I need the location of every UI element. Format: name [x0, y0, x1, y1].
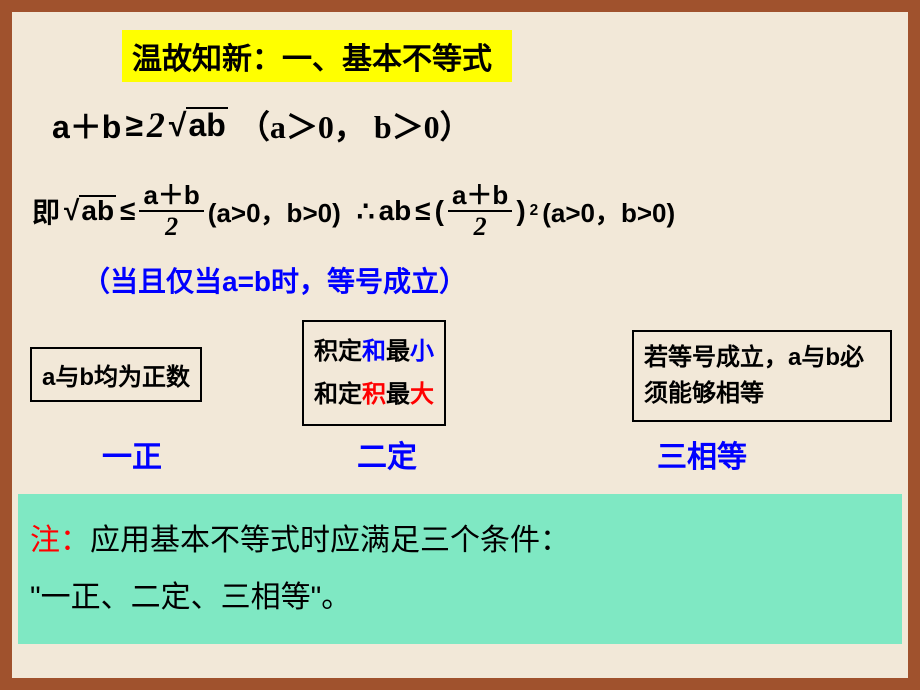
denominator: 2 — [474, 212, 487, 240]
numerator: a＋b — [139, 182, 203, 212]
note-prefix: 注： — [30, 524, 90, 557]
denominator: 2 — [165, 212, 178, 240]
t: 最 — [386, 381, 410, 408]
rel2: ≤ — [415, 195, 430, 227]
rel: ≥ — [125, 107, 143, 144]
sqrt-sign: √ — [169, 107, 187, 144]
slide-content: 温故知新：一、基本不等式 a＋b ≥ 2 √ ab （a＞0， b＞0） 即 √… — [12, 12, 908, 678]
prefix: 即 — [32, 191, 60, 231]
lparen: ( — [435, 195, 444, 227]
label-2: 二定 — [357, 432, 417, 476]
derived-inequalities: 即 √ ab ≤ a＋b 2 (a>0，b>0) ∴ ab ≤ ( a＋b 2 … — [32, 182, 675, 240]
title: 温故知新：一、基本不等式 — [122, 30, 512, 82]
cond1: (a>0，b>0) — [208, 193, 341, 230]
box-fixed: 积定和最小 和定积最大 — [302, 320, 446, 426]
squared: 2 — [530, 202, 539, 220]
frac1: a＋b 2 — [139, 182, 203, 240]
condition: （a＞0， b＞0） — [238, 102, 472, 148]
coef: 2 — [147, 104, 165, 146]
cond2: (a>0，b>0) — [542, 193, 675, 230]
sqrt: √ ab — [169, 107, 228, 144]
ab: ab — [379, 195, 412, 227]
rparen: ) — [516, 195, 525, 227]
label-3: 三相等 — [657, 432, 747, 476]
box-positive: a与b均为正数 — [30, 347, 202, 402]
lhs: a＋b — [52, 102, 121, 148]
sqrt-sign: √ — [64, 195, 79, 227]
numerator: a＋b — [448, 182, 512, 212]
main-inequality: a＋b ≥ 2 √ ab （a＞0， b＞0） — [52, 102, 472, 148]
t: 最 — [386, 338, 410, 365]
box2-line1: 积定和最小 — [314, 330, 434, 373]
t: 积定 — [314, 338, 362, 365]
sqrt-body: ab — [186, 107, 227, 141]
t: 积 — [362, 381, 386, 408]
t: 和定 — [314, 381, 362, 408]
equality-condition: （当且仅当a=b时，等号成立） — [82, 260, 467, 300]
sqrt2: √ ab — [64, 195, 116, 227]
note-line2: "一正、二定、三相等"。 — [30, 581, 351, 614]
note-line1: 应用基本不等式时应满足三个条件： — [90, 524, 570, 557]
frac2: a＋b 2 — [448, 182, 512, 240]
sqrt-body: ab — [79, 195, 116, 225]
therefore: ∴ — [357, 195, 375, 228]
box2-line2: 和定积最大 — [314, 373, 434, 416]
note: 注：应用基本不等式时应满足三个条件： "一正、二定、三相等"。 — [18, 494, 902, 644]
label-1: 一正 — [102, 432, 162, 476]
t: 小 — [410, 338, 434, 365]
box-equal: 若等号成立，a与b必须能够相等 — [632, 330, 892, 422]
rel: ≤ — [120, 195, 135, 227]
t: 和 — [362, 338, 386, 365]
t: 大 — [410, 381, 434, 408]
